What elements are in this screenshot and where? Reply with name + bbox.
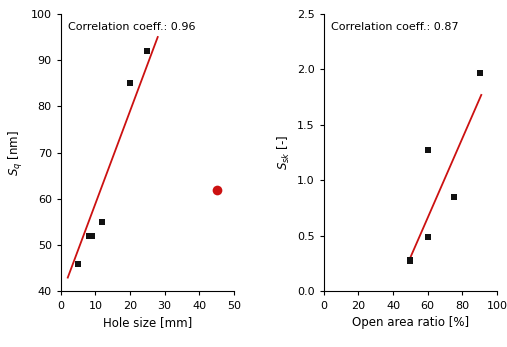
Text: Correlation coeff.: 0.87: Correlation coeff.: 0.87 [331,22,458,32]
X-axis label: Hole size [mm]: Hole size [mm] [103,316,192,329]
X-axis label: Open area ratio [%]: Open area ratio [%] [352,316,469,329]
Text: Correlation coeff.: 0.96: Correlation coeff.: 0.96 [68,22,195,32]
Y-axis label: $S_{sk}$ [-]: $S_{sk}$ [-] [275,135,292,170]
Y-axis label: $S_q$ [nm]: $S_q$ [nm] [7,130,25,176]
